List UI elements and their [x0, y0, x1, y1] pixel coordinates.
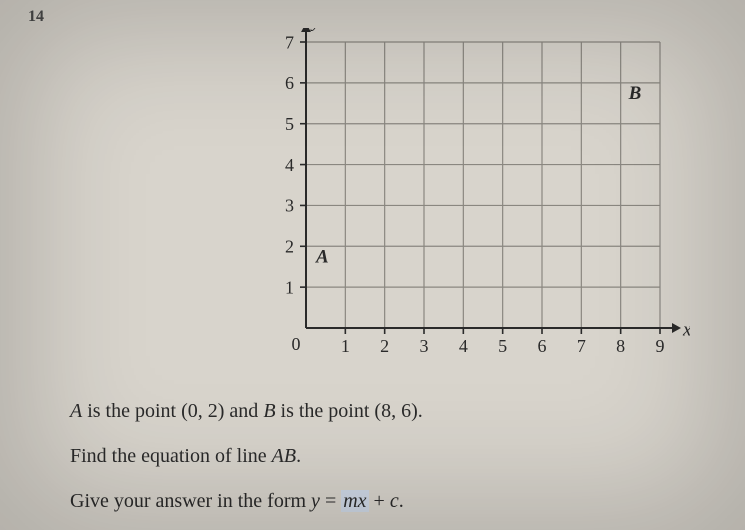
var-c: c — [390, 490, 399, 512]
svg-text:B: B — [628, 83, 642, 104]
point-a-ref: A — [70, 400, 82, 422]
text-segment: is the point (0, 2) and — [82, 400, 263, 422]
problem-statement-line-2: Find the equation of line AB. — [70, 445, 301, 468]
text-segment: . — [399, 490, 404, 512]
problem-statement-line-1: A is the point (0, 2) and B is the point… — [70, 400, 423, 423]
chart-svg: 1 2 3 4 5 6 7 8 9 1 2 3 4 5 6 7 0 x y A B — [270, 28, 690, 358]
coordinate-grid: 1 2 3 4 5 6 7 8 9 1 2 3 4 5 6 7 0 x y A B — [270, 28, 690, 358]
svg-text:2: 2 — [380, 336, 389, 356]
text-segment: Give your answer in the form — [70, 490, 311, 512]
text-segment: is the point (8, 6). — [276, 400, 423, 422]
svg-text:4: 4 — [459, 336, 468, 356]
svg-text:7: 7 — [285, 32, 294, 52]
svg-text:3: 3 — [420, 336, 429, 356]
svg-text:A: A — [315, 246, 329, 267]
svg-text:5: 5 — [498, 336, 507, 356]
svg-text:1: 1 — [341, 336, 350, 356]
svg-text:6: 6 — [285, 73, 294, 93]
var-y: y — [311, 490, 320, 512]
svg-text:0: 0 — [292, 334, 301, 354]
svg-text:4: 4 — [285, 155, 294, 175]
svg-text:3: 3 — [285, 196, 294, 216]
text-segment: + — [369, 490, 390, 512]
line-ab-ref: AB — [272, 445, 296, 467]
svg-text:1: 1 — [285, 277, 294, 297]
point-b-ref: B — [263, 400, 275, 422]
svg-text:9: 9 — [656, 336, 665, 356]
svg-text:7: 7 — [577, 336, 586, 356]
question-number: 14 — [28, 8, 44, 26]
text-segment: . — [296, 445, 301, 467]
svg-text:6: 6 — [538, 336, 547, 356]
text-segment: = — [320, 490, 341, 512]
svg-text:5: 5 — [285, 114, 294, 134]
svg-text:x: x — [682, 320, 690, 341]
problem-statement-line-3: Give your answer in the form y = mx + c. — [70, 490, 404, 513]
svg-text:2: 2 — [285, 237, 294, 257]
svg-text:8: 8 — [616, 336, 625, 356]
text-segment: Find the equation of line — [70, 445, 272, 467]
svg-text:y: y — [310, 28, 321, 32]
var-mx: mx — [341, 490, 368, 512]
